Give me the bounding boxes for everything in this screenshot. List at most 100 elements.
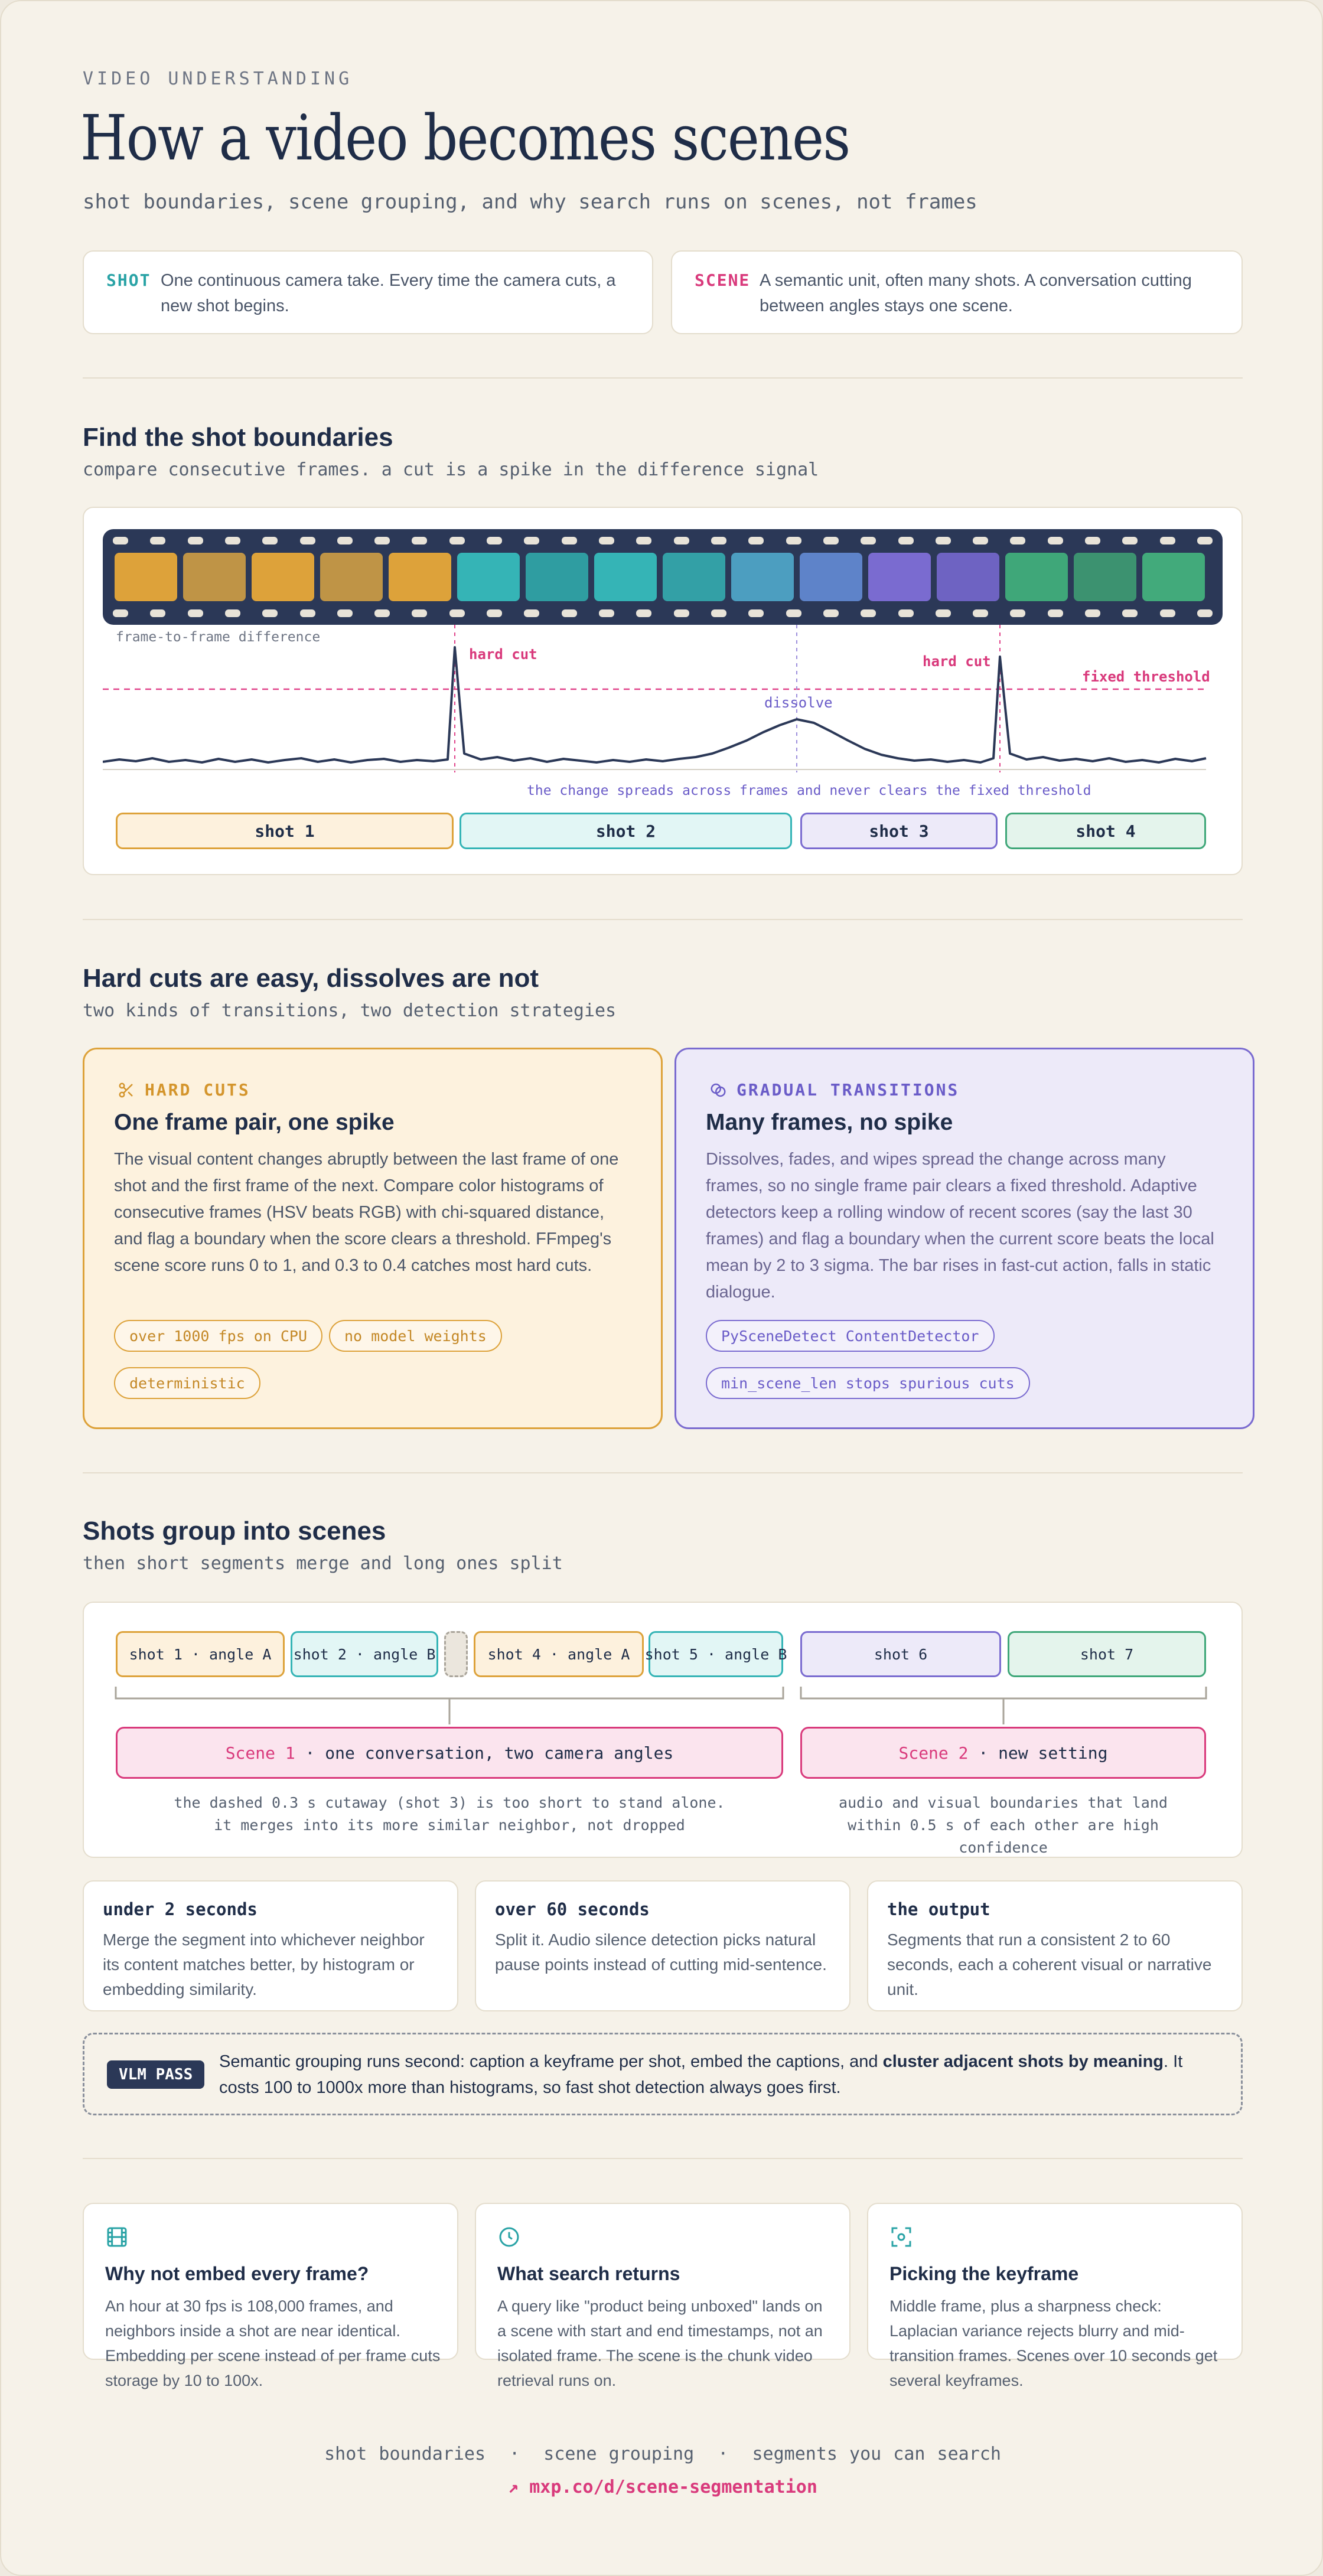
film-sprocket (1122, 537, 1138, 544)
gradual-transitions-panel: GRADUAL TRANSITIONS Many frames, no spik… (674, 1048, 1254, 1429)
pill-deterministic: deterministic (114, 1367, 260, 1399)
page-title: How a video becomes scenes (80, 102, 850, 174)
confidence-note: audio and visual boundaries that land wi… (839, 1794, 1168, 1856)
film-sprocket (599, 609, 615, 617)
rule-text: Split it. Audio silence detection picks … (495, 1931, 827, 1974)
film-frame (183, 553, 246, 601)
film-sprocket (374, 537, 390, 544)
fact-text: A query like "product being unboxed" lan… (497, 2297, 823, 2389)
segment-shot-5: shot 5 · angle B (645, 1631, 787, 1677)
scene-definition-card: SCENE A semantic unit, often many shots.… (671, 250, 1243, 334)
boundaries-subheading: compare consecutive frames. a cut is a s… (83, 459, 819, 480)
fact-card-search: What search returns A query like "produc… (475, 2203, 850, 2389)
rule-title: the output (887, 1899, 990, 1919)
film-sprocket (1010, 609, 1026, 617)
film-frame (868, 553, 931, 601)
boundaries-heading: Find the shot boundaries (83, 423, 393, 452)
film-sprocket (150, 609, 166, 617)
film-sprocket (973, 537, 989, 544)
film-sprocket (524, 537, 540, 544)
film-frame (526, 553, 588, 601)
segment-shot-6: shot 6 (800, 1631, 1001, 1677)
merge-note: the dashed 0.3 s cutaway (shot 3) is too… (174, 1794, 725, 1834)
film-sprocket (1085, 537, 1101, 544)
overlap-icon (711, 1083, 726, 1097)
filmstrip (103, 529, 1223, 625)
film-frame (594, 553, 657, 601)
transitions-heading: Hard cuts are easy, dissolves are not (83, 964, 539, 993)
shot-bar-2: shot 2 (460, 813, 792, 849)
film-frame (320, 553, 383, 601)
difference-graph (103, 625, 1207, 772)
shot-bar-3: shot 3 (800, 813, 998, 849)
film-sprocket (150, 537, 166, 544)
shot-definition-card: SHOT One continuous camera take. Every t… (83, 250, 653, 334)
difference-signal-line (103, 646, 1207, 764)
transitions-subheading: two kinds of transitions, two detection … (83, 1000, 617, 1021)
grouping-heading: Shots group into scenes (83, 1517, 386, 1545)
grouping-subheading: then short segments merge and long ones … (83, 1553, 563, 1574)
film-sprocket (1197, 609, 1213, 617)
film-sprocket (599, 537, 615, 544)
fact-card-embedding: Why not embed every frame? An hour at 30… (83, 2203, 458, 2389)
film-sprocket (449, 609, 465, 617)
film-sprocket (337, 537, 353, 544)
film-sprocket (224, 609, 240, 617)
film-sprocket (1159, 609, 1175, 617)
scene-2-bracket (800, 1687, 1207, 1700)
film-sprocket (935, 609, 951, 617)
film-sprocket (1010, 537, 1026, 544)
film-sprocket (337, 609, 353, 617)
vlm-text: Semantic grouping runs second: caption a… (219, 2052, 1183, 2097)
rule-card-under-2s: under 2 seconds Merge the segment into w… (83, 1880, 458, 2011)
film-sprocket (711, 537, 726, 544)
film-sprocket (262, 537, 278, 544)
gradual-tag: GRADUAL TRANSITIONS (737, 1080, 960, 1100)
film-sprocket (1159, 537, 1175, 544)
scissors-icon (119, 1082, 133, 1097)
scene-definition-text: A semantic unit, often many shots. A con… (760, 271, 1192, 315)
shot-tag: SHOT (106, 270, 151, 290)
segment-shot-1: shot 1 · angle A (116, 1631, 285, 1677)
page-subtitle: shot boundaries, scene grouping, and why… (83, 190, 977, 214)
shot-bar-4: shot 4 (1005, 813, 1206, 849)
kicker: VIDEO UNDERSTANDING (83, 69, 353, 89)
scene-brackets (115, 1687, 1207, 1724)
fact-text: An hour at 30 fps is 108,000 frames, and… (105, 2297, 441, 2389)
hard-cut-label-2: hard cut (923, 653, 991, 670)
film-sprocket (187, 537, 203, 544)
divider (83, 2158, 1243, 2159)
divider (83, 1472, 1243, 1473)
hard-cuts-panel: HARD CUTS One frame pair, one spike The … (83, 1048, 663, 1429)
hard-cuts-title: One frame pair, one spike (114, 1110, 395, 1135)
scene-2-description: · new setting (968, 1743, 1108, 1763)
film-sprocket (636, 537, 652, 544)
pill-fps: over 1000 fps on CPU (114, 1320, 323, 1352)
segment-shot-3-cutaway (444, 1631, 468, 1677)
film-sprocket (898, 609, 914, 617)
film-sprocket (861, 537, 876, 544)
segment-shot-4: shot 4 · angle A (474, 1631, 644, 1677)
film-sprocket (1122, 609, 1138, 617)
film-sprocket (673, 609, 689, 617)
pill-min-scene-len: min_scene_len stops spurious cuts (706, 1367, 1030, 1399)
film-sprocket (861, 609, 876, 617)
film-sprocket (1197, 537, 1213, 544)
film-sprocket (262, 609, 278, 617)
film-frame (1005, 553, 1068, 601)
film-sprocket (374, 609, 390, 617)
graph-label: frame-to-frame difference (116, 630, 321, 645)
fact-title: Picking the keyframe (889, 2263, 1079, 2284)
film-sprocket (487, 609, 503, 617)
film-sprocket (1085, 609, 1101, 617)
hard-cuts-tag: HARD CUTS (145, 1080, 250, 1100)
footer-url-link[interactable]: ↗ mxp.co/d/scene-segmentation (508, 2477, 817, 2497)
film-frame (800, 553, 862, 601)
film-sprocket (187, 609, 203, 617)
rule-text: Merge the segment into whichever neighbo… (103, 1931, 425, 1998)
hard-cuts-text: The visual content changes abruptly betw… (114, 1150, 619, 1275)
film-sprocket (786, 537, 801, 544)
film-frame (1074, 553, 1136, 601)
film-sprocket (973, 609, 989, 617)
film-sprocket (299, 609, 315, 617)
